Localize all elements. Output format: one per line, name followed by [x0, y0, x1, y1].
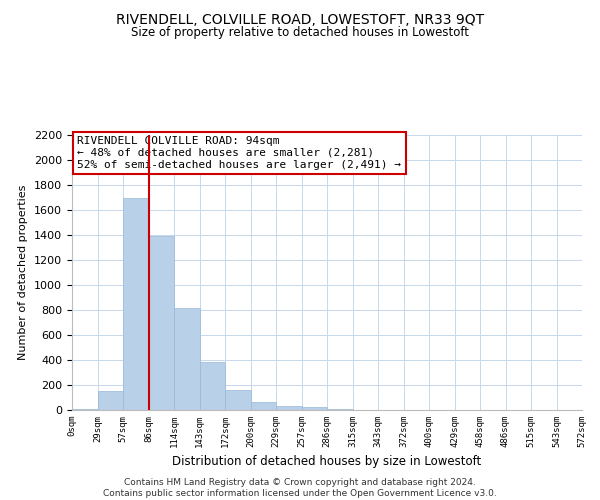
Bar: [225, 390, 251, 410]
X-axis label: Distribution of detached houses by size in Lowestoft: Distribution of detached houses by size …: [172, 456, 482, 468]
Text: RIVENDELL, COLVILLE ROAD, LOWESTOFT, NR33 9QT: RIVENDELL, COLVILLE ROAD, LOWESTOFT, NR3…: [116, 12, 484, 26]
Y-axis label: Number of detached properties: Number of detached properties: [19, 185, 28, 360]
Bar: [149, 236, 174, 410]
Bar: [276, 406, 302, 410]
Bar: [199, 362, 225, 410]
Bar: [72, 409, 97, 410]
Bar: [97, 390, 123, 410]
Bar: [302, 407, 327, 410]
Text: Size of property relative to detached houses in Lowestoft: Size of property relative to detached ho…: [131, 26, 469, 39]
Bar: [123, 198, 149, 410]
Bar: [251, 402, 276, 410]
Text: Contains HM Land Registry data © Crown copyright and database right 2024.
Contai: Contains HM Land Registry data © Crown c…: [103, 478, 497, 498]
Text: RIVENDELL COLVILLE ROAD: 94sqm
← 48% of detached houses are smaller (2,281)
52% : RIVENDELL COLVILLE ROAD: 94sqm ← 48% of …: [77, 136, 401, 170]
Bar: [174, 308, 199, 410]
